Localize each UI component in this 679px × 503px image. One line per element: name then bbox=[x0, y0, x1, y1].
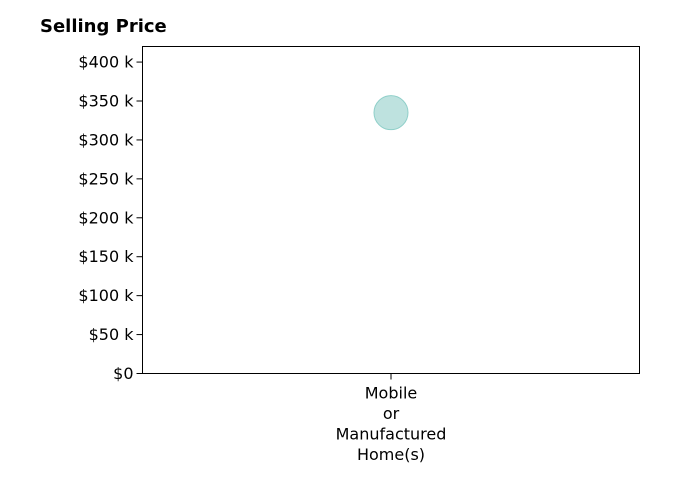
y-tick-label: $250 k bbox=[78, 169, 134, 188]
y-tick-label: $350 k bbox=[78, 92, 134, 111]
y-tick-label: $0 bbox=[113, 364, 133, 383]
y-tick-label: $400 k bbox=[78, 53, 134, 72]
x-axis: Mobile or Manufactured Home(s) bbox=[336, 373, 447, 465]
chart-title: Selling Price bbox=[40, 16, 167, 37]
y-tick-label: $200 k bbox=[78, 208, 134, 227]
y-tick-label: $100 k bbox=[78, 286, 134, 305]
y-tick-label: $150 k bbox=[78, 247, 134, 266]
y-axis: $0 $50 k $100 k $150 k $200 k $250 k $300 k $35… bbox=[78, 53, 143, 383]
data-point bbox=[373, 95, 409, 131]
data-points bbox=[373, 95, 409, 131]
y-tick-label: $300 k bbox=[78, 130, 134, 149]
y-tick-label: $50 k bbox=[89, 325, 135, 344]
x-tick-label: Mobile or Manufactured Home(s) bbox=[336, 384, 447, 465]
